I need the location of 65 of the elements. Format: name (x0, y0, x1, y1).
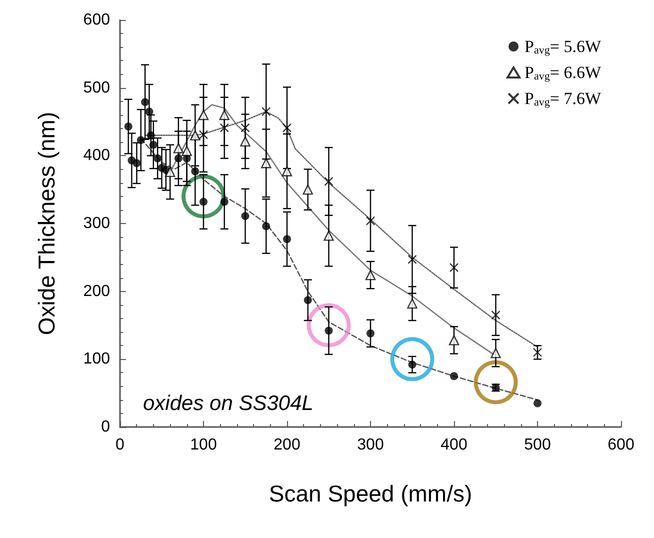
point (149, 140, 158, 149)
point (324, 230, 334, 241)
y-tick-label: 500 (83, 79, 110, 96)
point (154, 154, 162, 162)
point (490, 348, 501, 358)
y-tick-label: 100 (83, 350, 110, 368)
x-tick-label: 600 (608, 436, 634, 454)
point (262, 222, 270, 230)
point (366, 329, 374, 338)
x-tick-label: 200 (274, 436, 300, 454)
point (145, 108, 154, 116)
point (282, 123, 292, 132)
point (241, 212, 250, 220)
y-tick-label: 400 (83, 147, 110, 164)
point (474, 360, 518, 404)
x-tick-label: 300 (357, 436, 384, 454)
x-tick-label: 500 (524, 436, 551, 454)
x-tick-label: 400 (440, 436, 468, 454)
point (198, 110, 209, 120)
point (324, 326, 333, 335)
point (141, 98, 150, 106)
point (324, 176, 334, 186)
x-tick-label: 100 (190, 436, 217, 454)
point (282, 166, 292, 176)
point (219, 110, 230, 120)
point (165, 166, 176, 178)
point (220, 123, 229, 132)
point (306, 303, 351, 348)
point (365, 270, 376, 280)
point (173, 143, 184, 154)
point (240, 123, 250, 132)
point (407, 298, 418, 309)
point (532, 348, 542, 357)
point (124, 122, 132, 130)
y-tick-label: 300 (83, 215, 110, 232)
point (450, 372, 458, 380)
point (132, 159, 141, 168)
point (366, 216, 376, 226)
point (261, 158, 272, 168)
point (262, 106, 271, 116)
point (491, 310, 500, 320)
x-axis-title: Scan Speed (mm/s) (268, 480, 472, 506)
point (174, 154, 182, 162)
point (182, 174, 226, 218)
point (283, 235, 291, 244)
point (449, 262, 459, 272)
x-tick-label: 0 (116, 436, 125, 454)
y-tick-label: 200 (83, 282, 110, 300)
point (408, 360, 416, 369)
point (390, 337, 434, 382)
point (220, 198, 228, 206)
y-tick-label: 0 (101, 418, 110, 436)
point (448, 335, 460, 346)
point (200, 198, 208, 206)
point (240, 136, 250, 147)
point (182, 146, 192, 156)
annotation: oxides on SS304L (143, 392, 314, 415)
point (534, 399, 542, 408)
point (304, 296, 312, 304)
y-tick-label: 600 (83, 12, 110, 28)
y-axis-title: Oxide Thickness (nm) (34, 112, 60, 336)
point (136, 136, 145, 144)
point (408, 254, 417, 264)
point (191, 167, 200, 176)
point (302, 184, 313, 195)
